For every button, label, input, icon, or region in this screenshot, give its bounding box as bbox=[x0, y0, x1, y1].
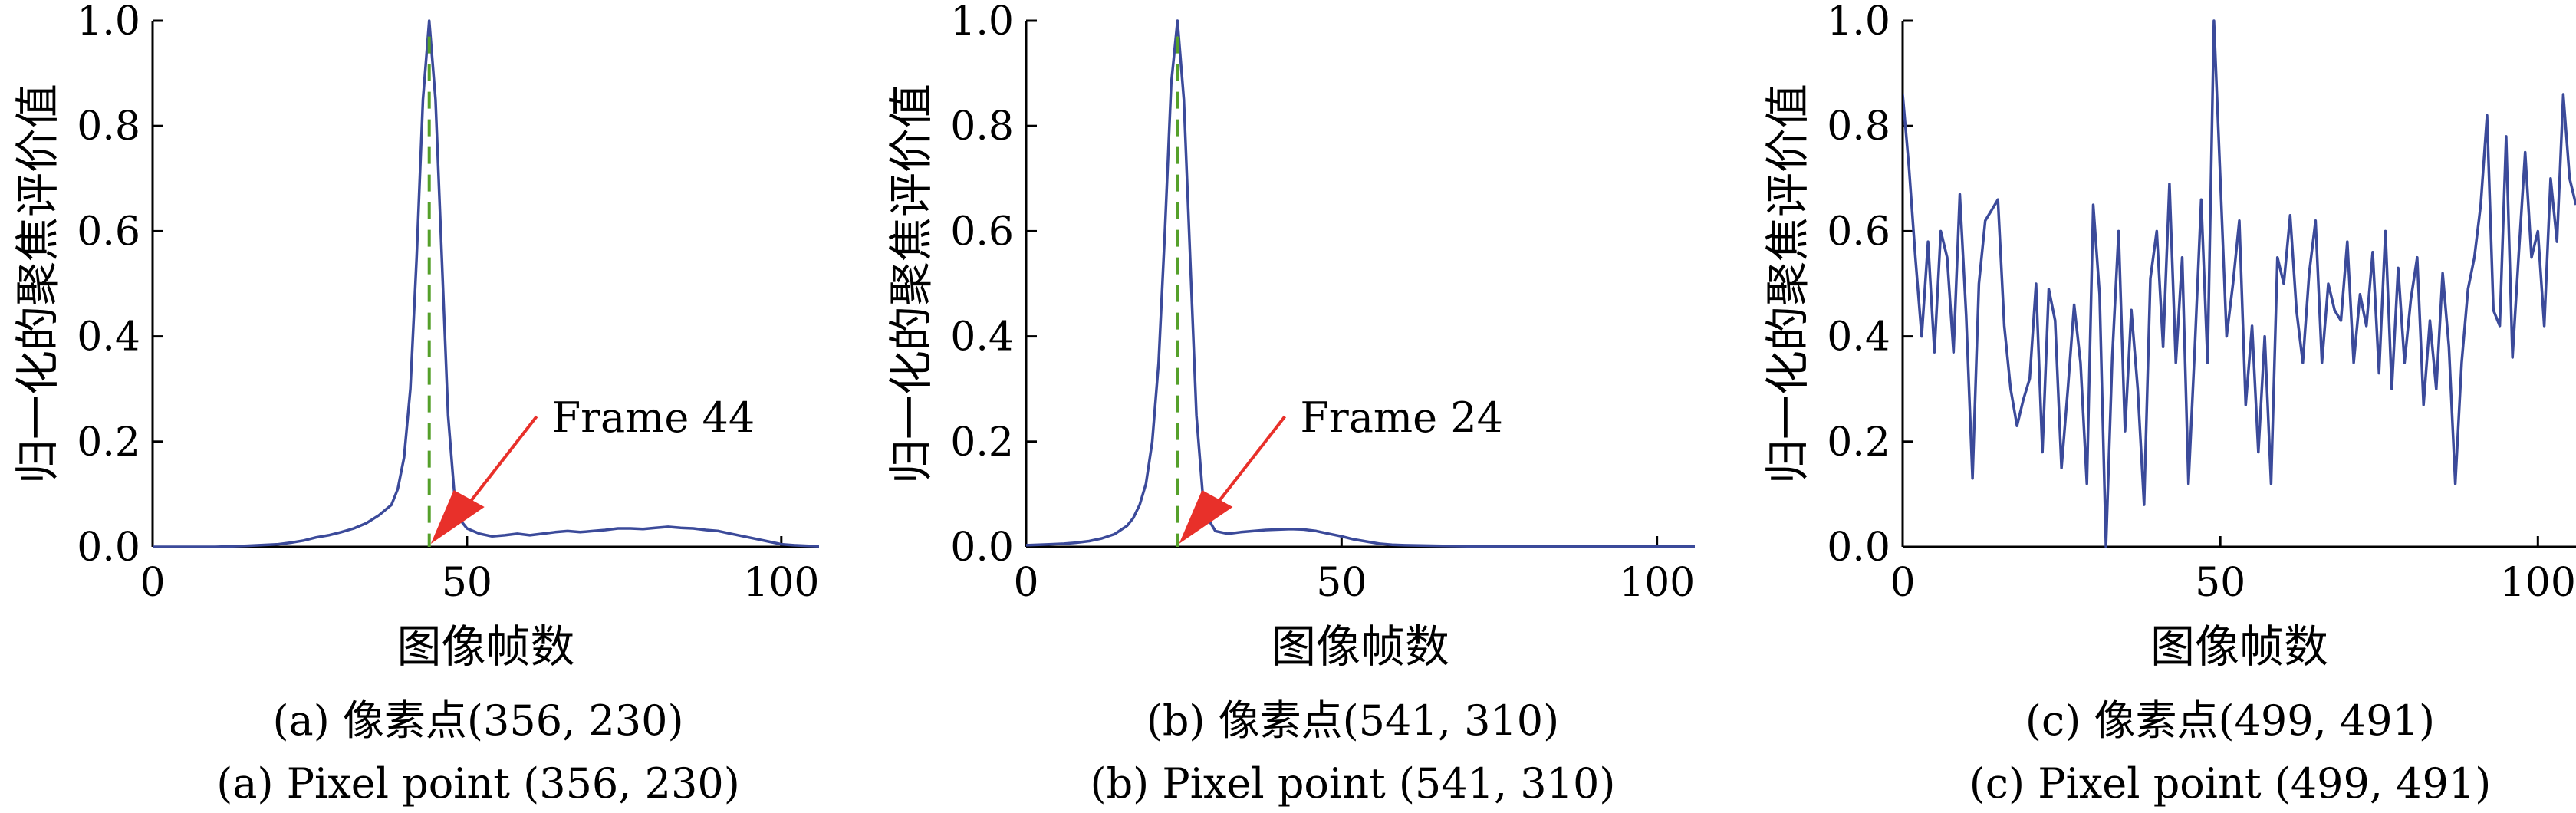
y-tick-label: 0.0 bbox=[77, 525, 140, 571]
caption-en: (b) Pixel point (541, 310) bbox=[1091, 759, 1616, 808]
series-line bbox=[1903, 19, 2576, 548]
series-line bbox=[1026, 19, 1695, 548]
x-tick-label: 0 bbox=[1890, 560, 1915, 606]
caption-cn: (a) 像素点(356, 230) bbox=[272, 696, 683, 745]
caption-en: (a) Pixel point (356, 230) bbox=[216, 759, 740, 808]
caption-cn: (b) 像素点(541, 310) bbox=[1147, 696, 1559, 745]
y-tick-label: 0.2 bbox=[77, 420, 140, 466]
y-tick-label: 0.4 bbox=[950, 314, 1014, 360]
y-tick-label: 0.8 bbox=[950, 104, 1014, 150]
y-tick-label: 0.0 bbox=[1827, 525, 1890, 571]
x-axis-title: 图像帧数 bbox=[1272, 620, 1449, 673]
chart-panel-1: 0.0 0.2 0.4 0.6 0.8 1.0 0 50 100 图像帧数 归一化的聚焦评价值 (a)… bbox=[12, 0, 819, 808]
x-tick-label: 0 bbox=[1013, 560, 1038, 606]
peak-annotation-label: Frame 44 bbox=[552, 393, 755, 442]
y-tick-label: 0.2 bbox=[1827, 420, 1890, 466]
x-tick-label: 100 bbox=[743, 560, 819, 606]
y-axis-title: 归一化的聚焦评价值 bbox=[12, 84, 64, 484]
annotation-arrow-shaft bbox=[460, 415, 538, 515]
y-tick-label: 0.6 bbox=[1827, 209, 1890, 255]
annotation-arrow-head bbox=[1179, 490, 1233, 544]
y-tick-label: 0.4 bbox=[77, 314, 140, 360]
x-tick-label: 0 bbox=[140, 560, 165, 606]
annotation-arrow-head bbox=[430, 490, 485, 544]
y-tick-label: 0.4 bbox=[1827, 314, 1890, 360]
y-axis-title: 归一化的聚焦评价值 bbox=[885, 84, 937, 484]
caption-en: (c) Pixel point (499, 491) bbox=[1969, 759, 2492, 808]
y-tick-label: 0.6 bbox=[77, 209, 140, 255]
x-tick-label: 100 bbox=[2500, 560, 2576, 606]
y-tick-label: 0.8 bbox=[77, 104, 140, 150]
chart-panel-3: 0.0 0.2 0.4 0.6 0.8 1.0 0 50 100 图像帧数 归一化的聚焦评价值 (c)… bbox=[1762, 0, 2576, 808]
y-tick-label: 0.2 bbox=[950, 420, 1014, 466]
series-line bbox=[153, 19, 819, 548]
y-tick-label: 1.0 bbox=[77, 0, 140, 44]
peak-annotation-label: Frame 24 bbox=[1300, 393, 1503, 442]
y-tick-label: 1.0 bbox=[1827, 0, 1890, 44]
x-tick-label: 50 bbox=[1316, 560, 1367, 606]
annotation-arrow-shaft bbox=[1208, 415, 1287, 515]
y-axis-title: 归一化的聚焦评价值 bbox=[1762, 84, 1814, 484]
x-tick-label: 50 bbox=[442, 560, 492, 606]
x-axis-title: 图像帧数 bbox=[2150, 620, 2328, 673]
y-tick-label: 1.0 bbox=[950, 0, 1014, 44]
x-tick-label: 100 bbox=[1619, 560, 1695, 606]
caption-cn: (c) 像素点(499, 491) bbox=[2025, 696, 2435, 745]
x-tick-label: 50 bbox=[2195, 560, 2245, 606]
y-tick-label: 0.0 bbox=[950, 525, 1014, 571]
y-tick-label: 0.8 bbox=[1827, 104, 1890, 150]
y-tick-label: 0.6 bbox=[950, 209, 1014, 255]
x-axis-title: 图像帧数 bbox=[396, 620, 574, 673]
chart-panel-2: 0.0 0.2 0.4 0.6 0.8 1.0 0 50 100 图像帧数 归一化的聚焦评价值 (b)… bbox=[885, 0, 1695, 808]
